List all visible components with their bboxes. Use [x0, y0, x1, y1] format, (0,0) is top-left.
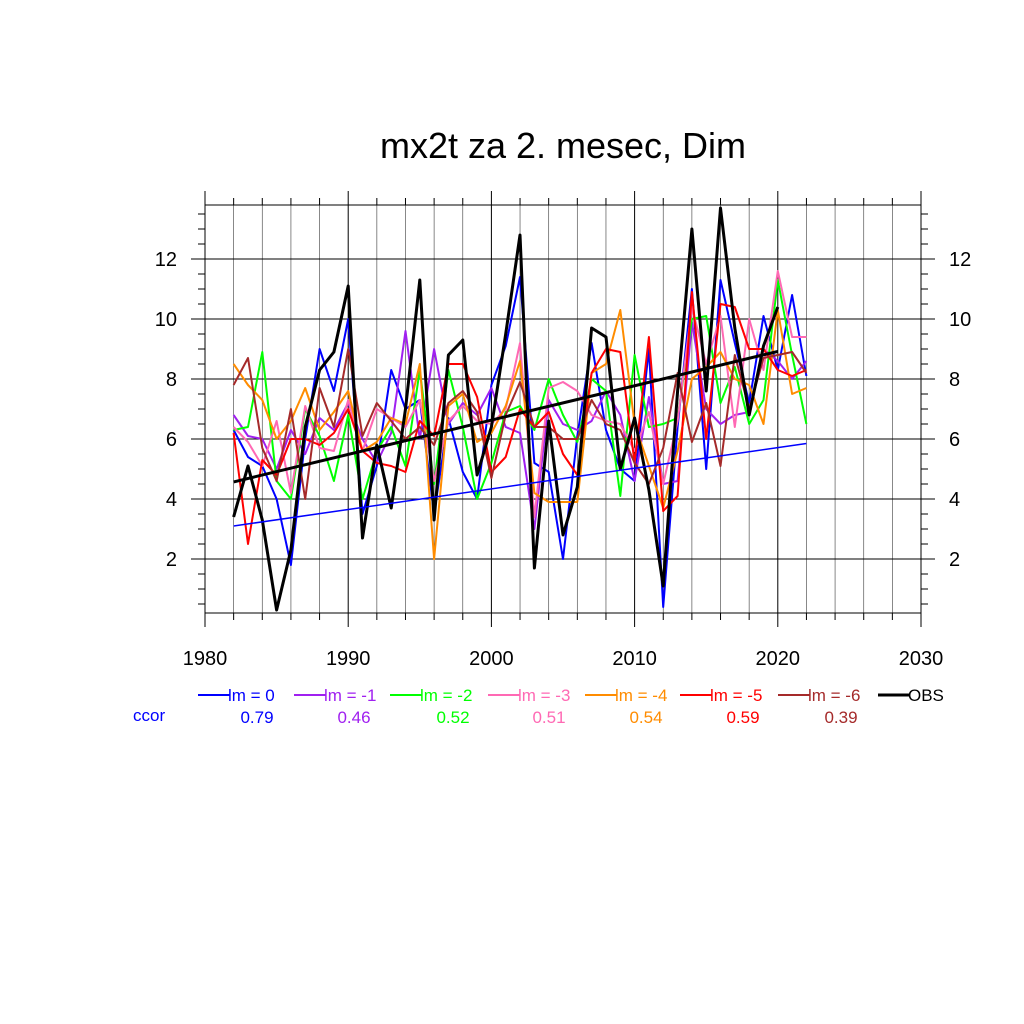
x-tick-label: 1980: [183, 648, 228, 670]
legend: lm = 0 0.79 lm = -1 0.46 lm = -2 0.52 lm = -3 0…: [133, 686, 944, 727]
x-tick-label: 2000: [469, 648, 514, 670]
y-tick-label: 8: [949, 369, 960, 391]
x-tick-label: 2030: [899, 648, 944, 670]
legend-label: lm = -5: [710, 686, 762, 705]
ccor-value: 0.39: [824, 708, 857, 727]
ccor-value: 0.79: [240, 708, 273, 727]
series-lines: [232, 206, 808, 612]
ccor-value: 0.59: [726, 708, 759, 727]
y-tick-label: 12: [155, 249, 177, 271]
series-line: [232, 291, 807, 545]
ccor-label: ccor: [133, 706, 165, 725]
y-tick-label: 2: [949, 549, 960, 571]
trend-lines: [233, 349, 807, 527]
y-tick-label: 8: [166, 369, 177, 391]
legend-label: lm = -3: [518, 686, 570, 705]
series-line: [232, 321, 808, 530]
ccor-value: 0.52: [436, 708, 469, 727]
y-tick-label: 6: [166, 429, 177, 451]
trend-line: [233, 349, 779, 484]
axis-ticks: 1980 1990 2000 2010 2020 2030 2 2 4 4 6 6 8 8 10 10 12 12: [155, 191, 971, 670]
ccor-value: 0.51: [532, 708, 565, 727]
y-tick-label: 12: [949, 249, 971, 271]
legend-label: lm = -1: [324, 686, 376, 705]
ccor-value: 0.46: [337, 708, 370, 727]
legend-label: lm = -6: [808, 686, 860, 705]
x-tick-label: 1990: [326, 648, 371, 670]
ccor-value: 0.54: [629, 708, 662, 727]
x-tick-label: 2010: [612, 648, 657, 670]
y-tick-label: 10: [949, 309, 971, 331]
x-tick-label: 2020: [756, 648, 801, 670]
y-tick-label: 6: [949, 429, 960, 451]
y-tick-label: 2: [166, 549, 177, 571]
y-tick-label: 4: [949, 489, 960, 511]
series-line: [232, 348, 808, 500]
legend-label: lm = -4: [615, 686, 667, 705]
legend-label: OBS: [908, 686, 944, 705]
y-tick-label: 10: [155, 309, 177, 331]
y-tick-label: 4: [166, 489, 177, 511]
series-line: [232, 276, 808, 608]
legend-label: lm = -2: [420, 686, 472, 705]
chart-title: mx2t za 2. mesec, Dim: [380, 125, 746, 166]
trend-line: [233, 442, 807, 527]
series-line: [232, 206, 780, 612]
legend-label: lm = 0: [228, 686, 275, 705]
series-line: [232, 309, 807, 560]
